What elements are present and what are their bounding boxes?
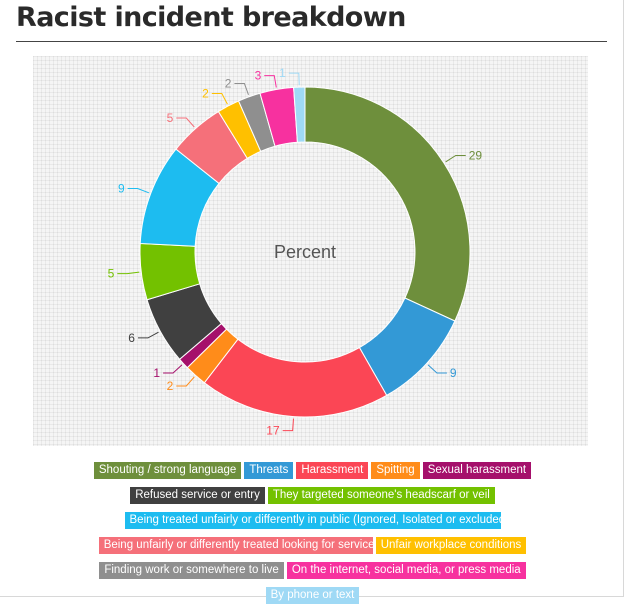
data-label: 3 <box>255 69 262 83</box>
legend-item[interactable]: By phone or text <box>265 587 360 604</box>
center-label: Percent <box>274 242 336 262</box>
legend-item[interactable]: Harassment <box>296 462 369 479</box>
leader-line <box>137 331 159 339</box>
data-label: 2 <box>225 77 232 91</box>
chart-legend: Shouting / strong language Threats Harassm… <box>40 462 585 604</box>
page-title: Racist incident breakdown <box>16 2 406 33</box>
legend-item[interactable]: They targeted someone's headscarf or vei… <box>267 487 495 504</box>
leader-line <box>117 271 140 275</box>
legend-item[interactable]: Unfair workplace conditions <box>375 537 527 554</box>
slice-by-phone-or-text[interactable] <box>293 86 306 143</box>
legend-item[interactable]: Spitting <box>371 462 420 479</box>
data-label: 1 <box>279 66 286 80</box>
legend-item[interactable]: Shouting / strong language <box>93 462 242 479</box>
data-label: 5 <box>108 267 115 281</box>
legend-item[interactable]: Sexual harassment <box>422 462 532 479</box>
legend-item[interactable]: Being unfairly or differently treated lo… <box>98 537 373 554</box>
slice-shouting-strong-language[interactable] <box>304 86 471 322</box>
slice-harassment[interactable] <box>203 338 388 418</box>
legend-item[interactable]: Finding work or somewhere to live <box>99 562 284 579</box>
leader-line <box>445 154 466 163</box>
leader-line <box>176 376 195 387</box>
leader-line <box>211 93 228 105</box>
data-label: 9 <box>118 182 125 196</box>
chart-plot-area: 29 9 17 2 1 6 5 9 5 2 2 3 1 Percent <box>33 56 588 446</box>
legend-item[interactable]: Threats <box>244 462 294 479</box>
leader-line <box>264 75 277 88</box>
legend-item[interactable]: Being treated unfairly or differently in… <box>124 512 501 529</box>
leader-line <box>163 364 183 374</box>
data-label: 2 <box>167 379 174 393</box>
title-divider <box>16 41 607 42</box>
data-label: 1 <box>153 366 160 380</box>
legend-item[interactable]: On the internet, social media, or press … <box>286 562 526 579</box>
leader-line <box>127 188 150 194</box>
data-label: 2 <box>202 87 209 101</box>
data-label: 9 <box>450 366 457 380</box>
data-label: 5 <box>167 111 174 125</box>
data-label: 6 <box>128 331 135 345</box>
leader-line <box>234 83 249 96</box>
leader-line <box>288 72 300 86</box>
leader-line <box>282 418 294 432</box>
leader-line <box>176 117 195 128</box>
leader-line <box>427 364 447 374</box>
data-label: 29 <box>469 148 483 162</box>
legend-item[interactable]: Refused service or entry <box>130 487 265 504</box>
data-label: 17 <box>266 424 280 438</box>
